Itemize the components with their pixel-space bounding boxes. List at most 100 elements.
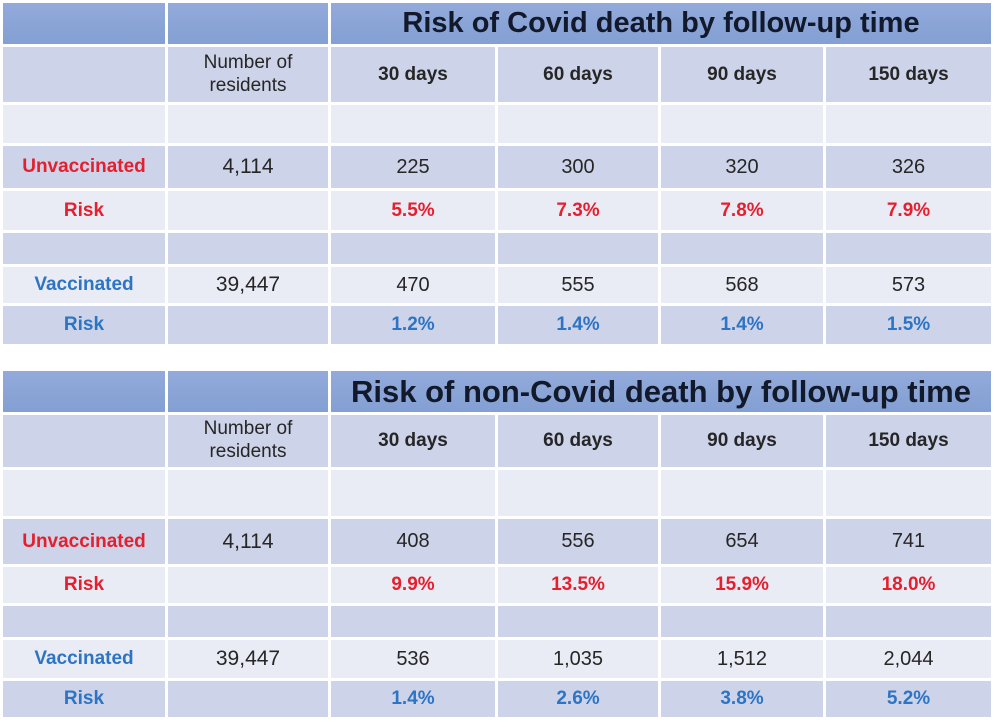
blank-cell: [168, 191, 328, 230]
risk-label: Risk: [3, 306, 165, 344]
cell-value: 741: [826, 519, 991, 564]
cell-value: 320: [661, 146, 823, 188]
spacer-cell: [168, 105, 328, 143]
spacer-cell: [661, 105, 823, 143]
spacer-row: [3, 606, 991, 637]
vaccinated-label: Vaccinated: [3, 267, 165, 303]
residents-column-header: Number of residents: [168, 47, 328, 102]
non-covid-death-table: Risk of non-Covid death by follow-up tim…: [0, 368, 994, 720]
cell-value: 568: [661, 267, 823, 303]
risk-value: 5.5%: [331, 191, 495, 230]
spacer-cell: [168, 606, 328, 637]
risk-value: 15.9%: [661, 567, 823, 603]
title-band-blank: [3, 371, 165, 412]
column-header-row: Number of residents 30 days 60 days 90 d…: [3, 47, 991, 102]
spacer-cell: [331, 233, 495, 264]
unvaccinated-row: Unvaccinated 4,114 225 300 320 326: [3, 146, 991, 188]
vaccinated-residents: 39,447: [168, 640, 328, 678]
cell-value: 300: [498, 146, 658, 188]
title-band-blank: [3, 3, 165, 44]
title-row: Risk of non-Covid death by follow-up tim…: [3, 371, 991, 412]
cell-value: 1,512: [661, 640, 823, 678]
risk-label: Risk: [3, 191, 165, 230]
cell-value: 470: [331, 267, 495, 303]
spacer-cell: [498, 105, 658, 143]
unvaccinated-risk-row: Risk 5.5% 7.3% 7.8% 7.9%: [3, 191, 991, 230]
col-header-150-days: 150 days: [826, 47, 991, 102]
col-header-30-days: 30 days: [331, 47, 495, 102]
cell-value: 555: [498, 267, 658, 303]
risk-value: 5.2%: [826, 681, 991, 717]
risk-value: 3.8%: [661, 681, 823, 717]
unvaccinated-row: Unvaccinated 4,114 408 556 654 741: [3, 519, 991, 564]
col-header-150-days: 150 days: [826, 415, 991, 467]
col-header-60-days: 60 days: [498, 47, 658, 102]
spacer-cell: [661, 606, 823, 637]
spacer-cell: [3, 233, 165, 264]
vaccinated-risk-row: Risk 1.2% 1.4% 1.4% 1.5%: [3, 306, 991, 344]
table-title: Risk of Covid death by follow-up time: [331, 3, 991, 44]
risk-value: 7.9%: [826, 191, 991, 230]
cell-value: 2,044: [826, 640, 991, 678]
spacer-cell: [661, 470, 823, 516]
risk-value: 9.9%: [331, 567, 495, 603]
blank-cell: [168, 567, 328, 603]
spacer-cell: [331, 105, 495, 143]
unvaccinated-residents: 4,114: [168, 519, 328, 564]
blank-cell: [168, 681, 328, 717]
cell-value: 225: [331, 146, 495, 188]
spacer-cell: [826, 606, 991, 637]
title-band-blank: [168, 371, 328, 412]
cell-value: 536: [331, 640, 495, 678]
spacer-cell: [661, 233, 823, 264]
spacer-cell: [168, 470, 328, 516]
cell-value: 573: [826, 267, 991, 303]
covid-death-table: Risk of Covid death by follow-up time Nu…: [0, 0, 994, 347]
spacer-cell: [3, 470, 165, 516]
risk-value: 1.4%: [498, 306, 658, 344]
unvaccinated-risk-row: Risk 9.9% 13.5% 15.9% 18.0%: [3, 567, 991, 603]
spacer-cell: [498, 233, 658, 264]
header-blank-cell: [3, 415, 165, 467]
vaccinated-label: Vaccinated: [3, 640, 165, 678]
cell-value: 408: [331, 519, 495, 564]
risk-value: 13.5%: [498, 567, 658, 603]
risk-value: 1.5%: [826, 306, 991, 344]
spacer-row: [3, 470, 991, 516]
spacer-cell: [498, 606, 658, 637]
column-header-row: Number of residents 30 days 60 days 90 d…: [3, 415, 991, 467]
cell-value: 1,035: [498, 640, 658, 678]
vaccinated-row: Vaccinated 39,447 470 555 568 573: [3, 267, 991, 303]
risk-value: 2.6%: [498, 681, 658, 717]
spacer-cell: [3, 105, 165, 143]
cell-value: 556: [498, 519, 658, 564]
cell-value: 654: [661, 519, 823, 564]
vaccinated-row: Vaccinated 39,447 536 1,035 1,512 2,044: [3, 640, 991, 678]
spacer-cell: [331, 470, 495, 516]
title-row: Risk of Covid death by follow-up time: [3, 3, 991, 44]
col-header-90-days: 90 days: [661, 47, 823, 102]
spacer-cell: [498, 470, 658, 516]
risk-value: 7.3%: [498, 191, 658, 230]
spacer-row: [3, 233, 991, 264]
spacer-cell: [3, 606, 165, 637]
risk-label: Risk: [3, 681, 165, 717]
risk-value: 7.8%: [661, 191, 823, 230]
spacer-cell: [168, 233, 328, 264]
risk-value: 1.4%: [661, 306, 823, 344]
vaccinated-risk-row: Risk 1.4% 2.6% 3.8% 5.2%: [3, 681, 991, 717]
col-header-60-days: 60 days: [498, 415, 658, 467]
blank-cell: [168, 306, 328, 344]
table-title: Risk of non-Covid death by follow-up tim…: [331, 371, 991, 412]
title-band-blank: [168, 3, 328, 44]
col-header-30-days: 30 days: [331, 415, 495, 467]
spacer-row: [3, 105, 991, 143]
spacer-cell: [826, 470, 991, 516]
cell-value: 326: [826, 146, 991, 188]
unvaccinated-label: Unvaccinated: [3, 146, 165, 188]
spacer-cell: [826, 233, 991, 264]
vaccinated-residents: 39,447: [168, 267, 328, 303]
spacer-cell: [331, 606, 495, 637]
risk-value: 1.4%: [331, 681, 495, 717]
unvaccinated-label: Unvaccinated: [3, 519, 165, 564]
